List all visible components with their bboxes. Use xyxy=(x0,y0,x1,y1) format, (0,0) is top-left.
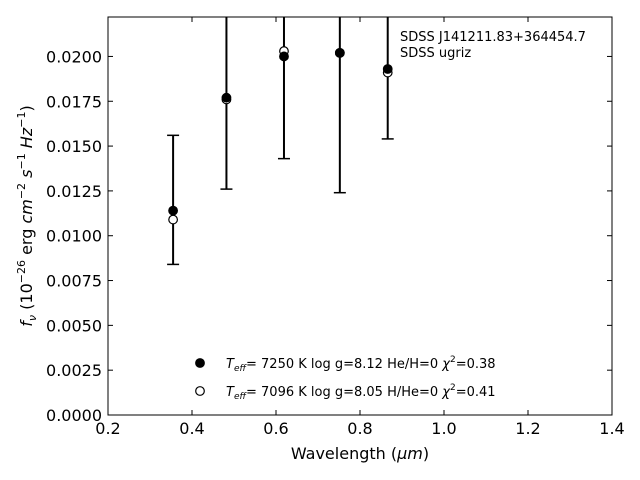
annotation-line-1: SDSS J141211.83+364454.7 xyxy=(400,30,586,45)
y-tick-label: 0.0025 xyxy=(46,361,102,380)
x-tick-label: 1.2 xyxy=(515,419,540,438)
y-tick-label: 0.0175 xyxy=(46,92,102,111)
y-tick-label: 0.0200 xyxy=(46,47,102,66)
legend-label: Teff= 7250 K log g=8.12 He/H=0 χ2=0.38 xyxy=(226,355,496,374)
x-tick-label: 0.2 xyxy=(95,419,120,438)
point-filled xyxy=(168,205,179,216)
point-filled xyxy=(221,92,232,103)
point-filled xyxy=(382,64,393,74)
point-filled xyxy=(279,51,289,62)
legend-marker xyxy=(195,386,205,396)
y-tick-label: 0.0050 xyxy=(46,316,102,335)
x-axis-label-prefix: Wavelength ( xyxy=(291,444,397,463)
y-tick-label: 0.0150 xyxy=(46,137,102,156)
ticks-group: 0.2 0.4 0.6 0.8 1.0 1.2 1.4 0.0000 0.0025 0.0050 0… xyxy=(46,17,625,438)
y-tick-label: 0.0075 xyxy=(46,272,102,291)
x-tick-label: 0.4 xyxy=(179,419,204,438)
y-tick-label: 0.0125 xyxy=(46,182,102,201)
x-axis-label-suffix: ) xyxy=(423,444,429,463)
x-tick-label: 1.0 xyxy=(431,419,456,438)
legend-label: Teff= 7096 K log g=8.05 H/He=0 χ2=0.41 xyxy=(226,383,496,402)
annotation-line-2: SDSS ugriz xyxy=(400,46,471,61)
x-axis-label: Wavelength (μm) xyxy=(291,444,429,463)
y-axis-label: fν (10−26 erg cm−2 s−1 Hz−1) xyxy=(15,105,39,326)
y-tick-label: 0.0100 xyxy=(46,227,102,246)
x-tick-label: 1.4 xyxy=(599,419,624,438)
x-axis-label-unit: μm xyxy=(396,444,423,463)
x-tick-label: 0.8 xyxy=(347,419,372,438)
legend: Teff= 7250 K log g=8.12 He/H=0 χ2=0.38 Te… xyxy=(195,355,496,402)
point-filled xyxy=(334,47,345,58)
point-open xyxy=(168,214,179,225)
y-tick-label: 0.0000 xyxy=(46,406,102,425)
legend-marker xyxy=(195,358,205,368)
points-group xyxy=(168,46,393,225)
x-tick-label: 0.6 xyxy=(263,419,288,438)
plot-frame xyxy=(107,16,613,416)
